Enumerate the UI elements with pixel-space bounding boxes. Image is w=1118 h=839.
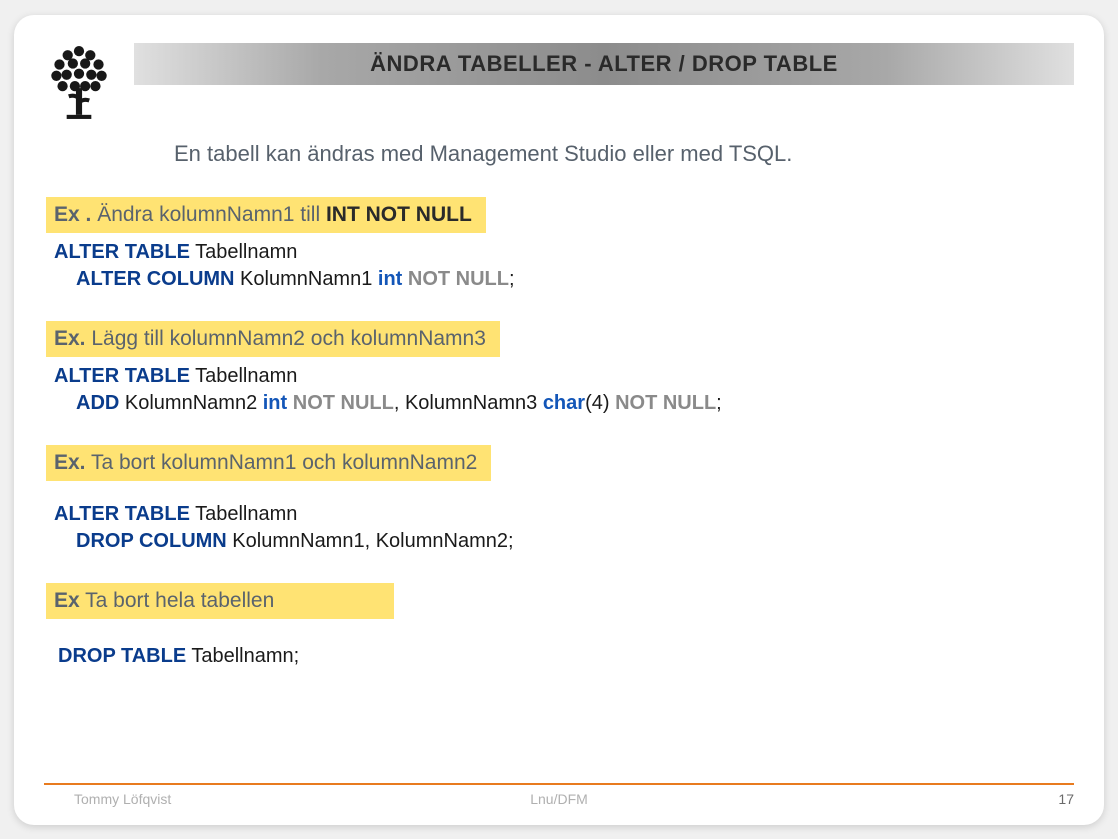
keyword: ALTER TABLE (54, 241, 190, 263)
ex-prefix: Ex . (54, 203, 91, 226)
code-line: DROP TABLE Tabellnamn; (58, 643, 1074, 670)
slide-subtitle: En tabell kan ändras med Management Stud… (174, 141, 1074, 167)
code-line: DROP COLUMN KolumnNamn1, KolumnNamn2; (54, 528, 1074, 555)
footer-author: Tommy Löfqvist (44, 791, 171, 807)
slide-title: ÄNDRA TABELLER - ALTER / DROP TABLE (134, 43, 1074, 85)
code-line: ALTER COLUMN KolumnNamn1 int NOT NULL; (54, 266, 1074, 293)
ex-prefix: Ex. (54, 451, 86, 474)
tree-logo-icon (44, 43, 114, 123)
slide: ÄNDRA TABELLER - ALTER / DROP TABLE En t… (14, 15, 1104, 825)
constraint: NOT NULL (610, 392, 717, 414)
header-row: ÄNDRA TABELLER - ALTER / DROP TABLE (44, 43, 1074, 123)
code-text: KolumnNamn1 (235, 268, 378, 290)
ex-bold: INT NOT NULL (326, 203, 472, 226)
example-2-label: Ex. Lägg till kolumnNamn2 och kolumnNamn… (46, 321, 500, 357)
code-text: ; (716, 392, 722, 414)
ex-text: Lägg till kolumnNamn2 och kolumnNamn3 (86, 327, 486, 350)
code-text: (4) (585, 392, 609, 414)
code-text: ; (509, 268, 515, 290)
type-keyword: int (263, 392, 287, 414)
code-text: ; (294, 645, 300, 667)
type-keyword: char (543, 392, 585, 414)
code-line: ADD KolumnNamn2 int NOT NULL, KolumnNamn… (54, 390, 1074, 417)
code-block-2: ALTER TABLE Tabellnamn ADD KolumnNamn2 i… (46, 363, 1074, 417)
code-block-4: DROP TABLE Tabellnamn; (46, 643, 1074, 670)
ex-text: Ändra kolumnNamn1 till (91, 203, 326, 226)
code-block-1: ALTER TABLE Tabellnamn ALTER COLUMN Kolu… (46, 239, 1074, 293)
code-line: ALTER TABLE Tabellnamn (54, 239, 1074, 266)
code-line: ALTER TABLE Tabellnamn (54, 363, 1074, 390)
code-block-3: ALTER TABLE Tabellnamn DROP COLUMN Kolum… (46, 501, 1074, 555)
example-1-label: Ex . Ändra kolumnNamn1 till INT NOT NULL (46, 197, 486, 233)
example-3-label: Ex. Ta bort kolumnNamn1 och kolumnNamn2 (46, 445, 491, 481)
footer: Tommy Löfqvist Lnu/DFM 17 (44, 783, 1074, 807)
page-number: 17 (1058, 791, 1074, 807)
keyword: ALTER TABLE (54, 365, 190, 387)
keyword: DROP COLUMN (76, 530, 227, 552)
constraint: NOT NULL (287, 392, 394, 414)
ex-prefix: Ex. (54, 327, 86, 350)
code-text: ; (508, 530, 514, 552)
ex-text: Ta bort kolumnNamn1 och kolumnNamn2 (86, 451, 478, 474)
code-text: Tabellnamn (186, 645, 293, 667)
type-keyword: int (378, 268, 402, 290)
keyword: ALTER COLUMN (76, 268, 235, 290)
code-text: , KolumnNamn3 (394, 392, 543, 414)
keyword: ALTER TABLE (54, 503, 190, 525)
constraint: NOT NULL (402, 268, 509, 290)
code-text: KolumnNamn2 (119, 392, 262, 414)
content-area: Ex . Ändra kolumnNamn1 till INT NOT NULL… (44, 197, 1074, 670)
code-text: Tabellnamn (190, 241, 297, 263)
code-text: Tabellnamn (190, 365, 297, 387)
example-4-label: Ex Ta bort hela tabellen (46, 583, 394, 619)
keyword: ADD (76, 392, 119, 414)
keyword: DROP TABLE (58, 645, 186, 667)
code-text: Tabellnamn (190, 503, 297, 525)
ex-prefix: Ex (54, 589, 80, 612)
footer-org: Lnu/DFM (530, 791, 588, 807)
code-text: KolumnNamn1, KolumnNamn2 (227, 530, 508, 552)
code-line: ALTER TABLE Tabellnamn (54, 501, 1074, 528)
ex-text: Ta bort hela tabellen (80, 589, 275, 612)
